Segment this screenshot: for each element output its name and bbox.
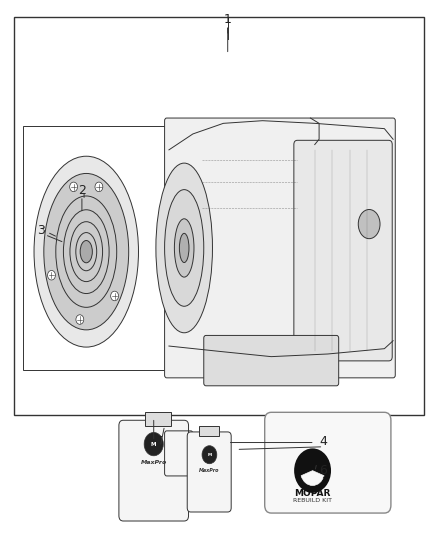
Text: MOPAR: MOPAR <box>294 489 331 498</box>
Ellipse shape <box>70 182 78 192</box>
Bar <box>23 126 176 370</box>
Ellipse shape <box>156 163 212 333</box>
Ellipse shape <box>80 240 92 263</box>
FancyBboxPatch shape <box>294 140 392 361</box>
FancyBboxPatch shape <box>187 432 231 512</box>
FancyBboxPatch shape <box>204 335 339 386</box>
Text: 4: 4 <box>319 435 327 448</box>
Text: 6: 6 <box>319 464 327 477</box>
Text: M: M <box>151 442 156 447</box>
Ellipse shape <box>48 270 56 280</box>
Wedge shape <box>301 471 324 486</box>
Ellipse shape <box>76 315 84 324</box>
Ellipse shape <box>44 173 129 330</box>
Ellipse shape <box>180 233 189 263</box>
Ellipse shape <box>358 209 380 239</box>
Text: MaxPro: MaxPro <box>199 468 220 473</box>
Bar <box>145 413 171 425</box>
Ellipse shape <box>174 219 194 277</box>
Ellipse shape <box>34 156 138 347</box>
FancyBboxPatch shape <box>265 413 391 513</box>
Bar <box>199 425 219 436</box>
Circle shape <box>295 449 330 492</box>
Bar <box>14 17 424 415</box>
FancyBboxPatch shape <box>165 118 395 378</box>
Ellipse shape <box>111 291 119 301</box>
Text: 1: 1 <box>224 13 232 27</box>
Ellipse shape <box>165 190 204 306</box>
Text: M: M <box>207 453 212 457</box>
Ellipse shape <box>95 182 103 192</box>
Text: REBUILD KIT: REBUILD KIT <box>293 498 332 503</box>
FancyBboxPatch shape <box>119 420 188 521</box>
Text: MaxPro: MaxPro <box>141 460 167 465</box>
Circle shape <box>144 432 163 456</box>
Text: 2: 2 <box>78 184 86 197</box>
Circle shape <box>202 446 217 464</box>
Text: 5: 5 <box>156 435 164 448</box>
Text: 3: 3 <box>38 224 46 237</box>
